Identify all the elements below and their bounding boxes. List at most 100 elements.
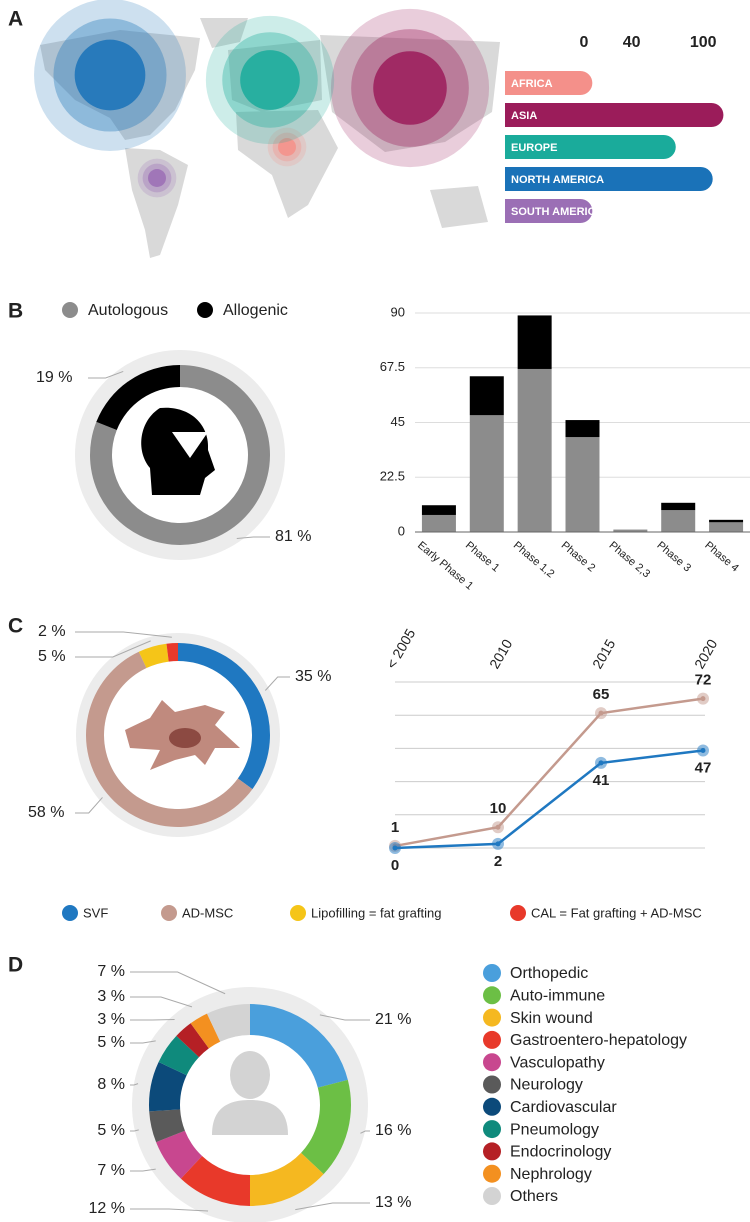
bar-segment: [709, 522, 744, 532]
leader-line: [264, 676, 290, 691]
x-tick-label: Phase 2,3: [607, 539, 653, 580]
bar-segment: [565, 437, 600, 532]
data-label: 65: [593, 686, 610, 703]
x-tick-label: Phase 1,2: [511, 539, 557, 580]
legend-marker: [161, 905, 177, 921]
bar: [505, 71, 593, 95]
leader-line: [130, 1129, 139, 1132]
x-tick-label: < 2005: [383, 626, 419, 672]
legend-label: Auto-immune: [510, 988, 605, 1005]
leader-line: [75, 640, 151, 658]
x-tick-label: 0: [580, 34, 589, 51]
data-label: 47: [695, 759, 712, 776]
continent: [125, 148, 188, 258]
legend-marker: [483, 1187, 501, 1205]
y-tick-label: 90: [391, 304, 405, 319]
value-label: 12 %: [89, 1200, 125, 1217]
x-tick-label: Phase 3: [654, 539, 693, 574]
legend-marker: [483, 1075, 501, 1094]
leader-line: [75, 797, 103, 814]
donut-segment: [178, 643, 270, 790]
value-label: 2 %: [38, 623, 66, 640]
legend-label: CAL = Fat grafting + AD-MSC: [531, 905, 702, 920]
x-tick-label: 2020: [691, 636, 721, 671]
bar-segment: [421, 505, 456, 515]
leader-line: [319, 1014, 370, 1021]
data-label: 1: [391, 819, 399, 836]
panel-letter: B: [8, 300, 23, 323]
legend-label: Pneumology: [510, 1121, 599, 1138]
x-tick-label: 100: [690, 34, 717, 51]
bar: [505, 135, 676, 159]
value-label: 21 %: [375, 1011, 411, 1028]
value-label: 7 %: [97, 1162, 125, 1179]
donut-segment: [149, 1061, 187, 1112]
bubble-inner: [74, 39, 146, 111]
point: [495, 841, 501, 847]
donut-segment: [301, 1079, 351, 1175]
point: [392, 845, 398, 851]
bar-label: EUROPE: [511, 142, 557, 154]
data-label: 10: [490, 800, 507, 817]
legend-label: SVF: [83, 905, 108, 920]
bar-label: NORTH AMERICA: [511, 174, 604, 186]
y-tick-label: 45: [391, 414, 405, 429]
legend-label: Endocrinology: [510, 1144, 611, 1161]
point: [495, 824, 501, 830]
leader-line: [130, 1040, 156, 1044]
donut-segment: [138, 643, 169, 669]
point: [598, 760, 604, 766]
value-label: 5 %: [38, 648, 66, 665]
data-label: 72: [695, 672, 712, 689]
leader-line: [360, 1130, 370, 1134]
x-tick-label: Phase 4: [702, 539, 741, 574]
legend-marker: [483, 1164, 501, 1183]
bar-label: ASIA: [511, 110, 537, 122]
bubble-inner: [148, 169, 166, 187]
point: [700, 696, 706, 702]
legend-marker: [483, 986, 501, 1005]
panel-letter: A: [8, 8, 23, 31]
bar-segment: [517, 315, 552, 369]
donut-segment: [250, 1152, 324, 1206]
y-tick-label: 22.5: [380, 469, 405, 484]
bar-segment: [565, 420, 600, 438]
donut-segment: [158, 1035, 199, 1076]
continent: [200, 18, 248, 48]
leader-line: [236, 536, 270, 540]
continent: [236, 110, 338, 218]
panel-letter: C: [8, 615, 23, 638]
legend-label: Others: [510, 1188, 558, 1205]
legend-label: Cardiovascular: [510, 1099, 617, 1116]
legend-marker: [483, 1120, 501, 1139]
legend-marker: [483, 1142, 501, 1161]
doctor-body: [212, 1100, 288, 1135]
legend-marker: [290, 905, 306, 921]
bar-segment: [469, 376, 504, 416]
x-tick-label: Phase 1: [463, 539, 502, 574]
legend-label: Skin wound: [510, 1010, 593, 1027]
bar-segment: [469, 415, 504, 532]
legend-marker: [62, 302, 78, 318]
value-label: 35 %: [295, 668, 331, 685]
legend-label: Allogenic: [223, 302, 288, 319]
donut-segment: [149, 1109, 185, 1143]
legend-marker: [483, 1030, 501, 1049]
bar-segment: [661, 510, 696, 532]
leader-line: [130, 1208, 209, 1212]
legend-marker: [62, 905, 78, 921]
doctor-icon: [212, 1051, 288, 1135]
legend-marker: [197, 302, 213, 318]
leader-line: [130, 971, 226, 995]
leader-line: [88, 370, 124, 379]
donut-segment: [156, 1130, 203, 1179]
value-label: 13 %: [375, 1194, 411, 1211]
y-tick-label: 0: [398, 523, 405, 538]
bar: [505, 103, 724, 127]
leader-line: [130, 996, 193, 1008]
donut-segment: [96, 364, 180, 430]
cell-icon: [125, 700, 240, 770]
bar: [505, 167, 713, 191]
legend-label: Nephrology: [510, 1166, 592, 1183]
